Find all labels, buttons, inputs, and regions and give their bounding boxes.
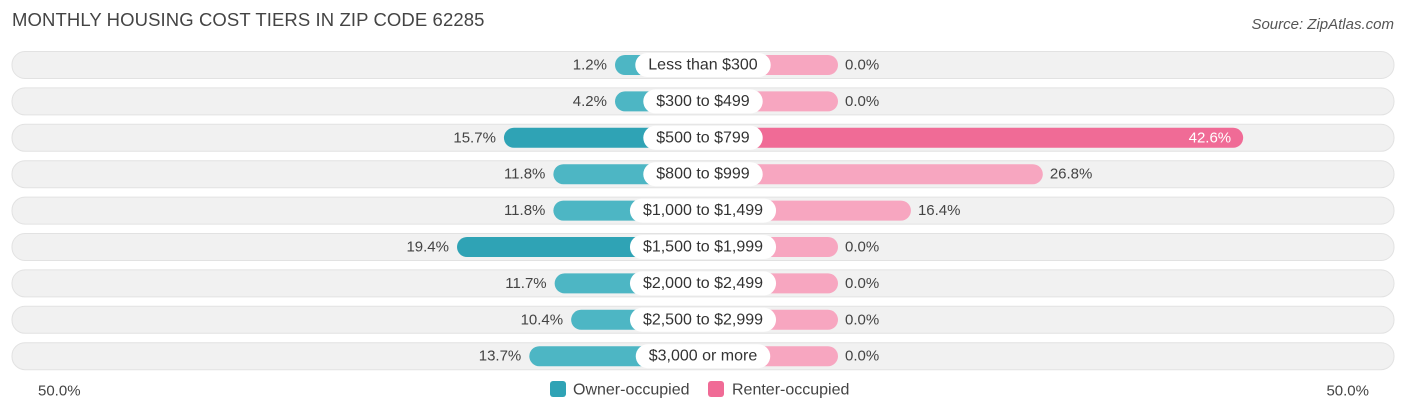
category-pill [643, 89, 763, 114]
renter-value-label: 0.0% [845, 239, 879, 256]
category-label: Less than $300 [648, 57, 758, 74]
owner-value-label: 4.2% [573, 93, 607, 110]
renter-value-label: 0.0% [845, 311, 879, 328]
owner-value-label: 10.4% [521, 311, 564, 328]
owner-value-label: 13.7% [479, 348, 522, 365]
category-pill [629, 198, 777, 223]
axis-right-label: 50.0% [1326, 383, 1369, 400]
legend-label-owner: Owner-occupied [573, 382, 690, 399]
category-label: $500 to $799 [656, 129, 750, 146]
owner-value-label: 11.7% [505, 275, 546, 292]
owner-value-label: 11.8% [504, 166, 545, 183]
legend-label-renter: Renter-occupied [732, 382, 849, 399]
category-pill [629, 235, 777, 259]
source-note: Source: ZipAtlas.com [1251, 16, 1394, 33]
category-pill [635, 53, 771, 77]
renter-value-label: 0.0% [845, 57, 879, 74]
renter-value-label: 0.0% [845, 93, 879, 110]
category-label: $800 to $999 [656, 166, 750, 183]
owner-value-label: 1.2% [573, 57, 607, 74]
category-pill [629, 271, 777, 296]
category-label: $1,500 to $1,999 [643, 239, 763, 256]
owner-value-label: 15.7% [453, 129, 496, 146]
category-label: $2,500 to $2,999 [643, 311, 763, 328]
category-label: $1,000 to $1,499 [643, 202, 763, 219]
axis-left-label: 50.0% [38, 383, 81, 400]
chart-title: MONTHLY HOUSING COST TIERS IN ZIP CODE 6… [12, 9, 485, 30]
renter-bar [703, 164, 1043, 185]
renter-value-label: 16.4% [918, 202, 961, 219]
owner-value-label: 19.4% [406, 239, 449, 256]
legend-swatch-renter [708, 381, 724, 397]
category-label: $2,000 to $2,499 [643, 275, 763, 292]
owner-value-label: 11.8% [504, 202, 545, 219]
renter-value-label: 26.8% [1050, 166, 1093, 183]
category-pill [643, 162, 763, 187]
legend-swatch-owner [550, 381, 566, 397]
category-pill [635, 344, 771, 369]
renter-bar [703, 127, 1244, 148]
renter-value-label: 0.0% [845, 275, 879, 292]
category-pill [643, 125, 763, 150]
category-pill [629, 307, 777, 332]
category-label: $3,000 or more [649, 348, 758, 365]
category-label: $300 to $499 [656, 93, 750, 110]
renter-value-label: 42.6% [1189, 129, 1232, 146]
renter-value-label: 0.0% [845, 348, 879, 365]
